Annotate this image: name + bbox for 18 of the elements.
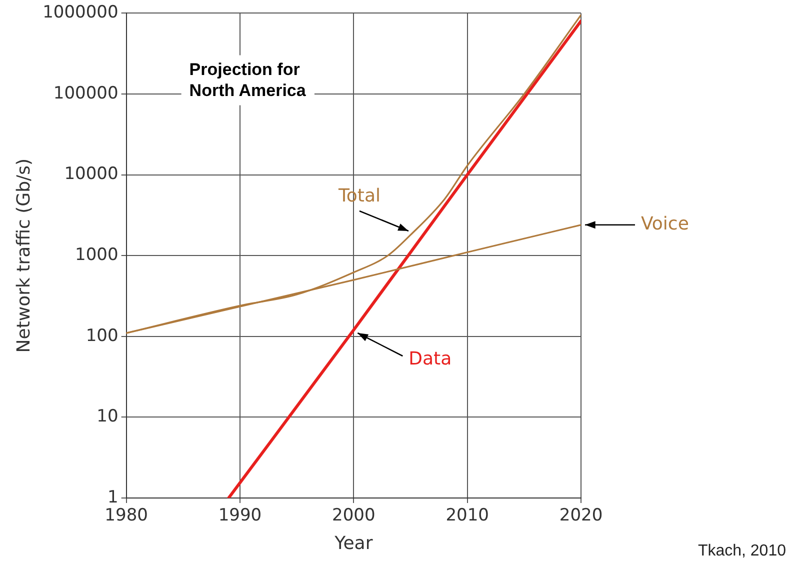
annotation: Projection for North America [189, 60, 306, 100]
text: Data [408, 348, 452, 370]
y-tick-label: 1 [107, 487, 118, 508]
x-tick-label: 2010 [446, 506, 489, 526]
y-axis-title: Network traffic (Gb/s) [13, 158, 34, 353]
y-tick-label: 100000 [53, 83, 118, 104]
text: Tkach, 2010 [698, 542, 786, 560]
x-axis-title: Year [334, 532, 374, 554]
y-tick-label: 1000000 [42, 2, 118, 23]
y-tick-label: 1000 [75, 245, 118, 266]
text: Voice [641, 214, 689, 235]
x-tick-label: 1990 [218, 506, 262, 526]
x-tick-label: 1980 [104, 506, 148, 526]
x-tick-label: 2020 [559, 506, 603, 526]
y-tick-label: 10000 [64, 164, 118, 184]
y-tick-label: 10 [96, 406, 118, 427]
y-tick-label: 100 [86, 326, 118, 346]
x-tick-label: 2000 [332, 506, 376, 526]
